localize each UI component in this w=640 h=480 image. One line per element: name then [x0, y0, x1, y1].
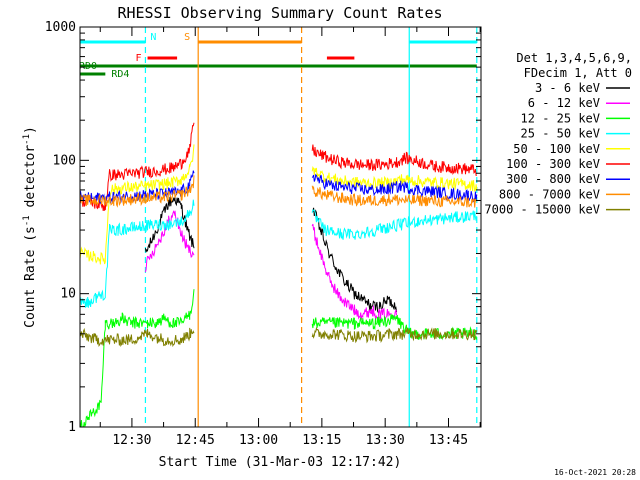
y-tick-label: 1000	[45, 20, 76, 35]
legend-label-300-800-kev: 300 - 800 keV	[506, 172, 600, 186]
legend-label-7000-15000-kev: 7000 - 15000 keV	[484, 203, 600, 217]
legend-label-50-100-kev: 50 - 100 keV	[513, 142, 600, 156]
chart-title: RHESSI Observing Summary Count Rates	[117, 4, 442, 22]
axes: 1 10 100 1000 12:30 12:45 13:00 13:15 13:30 13:45	[45, 20, 481, 448]
legend-header-line: FDecim 1, Att 0	[524, 66, 632, 80]
series-line-100-300-kev	[79, 122, 477, 212]
legend-label-800-7000-kev: 800 - 7000 keV	[499, 187, 600, 201]
state-bars: N S F RD0 RD4	[79, 32, 477, 80]
y-axis-label-tail: )	[23, 126, 38, 134]
legend-label-100-300-kev: 100 - 300 keV	[506, 157, 600, 171]
series-line-12-25-kev	[80, 289, 478, 428]
series-line-25-50-kev	[79, 199, 478, 308]
y-tick-label: 10	[60, 287, 76, 302]
x-tick-label: 13:45	[429, 433, 468, 448]
state-bar-label-n: N	[150, 32, 156, 43]
x-axis-label: Start Time (31-Mar-03 12:17:42)	[159, 455, 402, 470]
plot-series	[79, 122, 478, 428]
plot-frame	[79, 26, 482, 428]
x-tick-label: 13:30	[366, 433, 405, 448]
legend-label-3-6-kev: 3 - 6 keV	[535, 81, 600, 95]
y-axis-label: Count Rate (s-1 detector-1)	[22, 126, 38, 328]
legend-label-12-25-kev: 12 - 25 keV	[521, 111, 600, 125]
series-line-3-6-kev	[144, 196, 398, 314]
legend: Det 1,3,4,5,6,9,FDecim 1, Att 03 - 6 keV…	[484, 51, 632, 217]
generation-timestamp: 16-Oct-2021 20:28	[554, 468, 636, 477]
state-bar-label-f: F	[136, 53, 142, 64]
y-tick-label: 1	[68, 420, 76, 435]
y-axis-label-main: Count Rate (s	[23, 226, 38, 328]
y-axis-label-middle: detector	[23, 145, 38, 216]
x-tick-label: 13:00	[239, 433, 278, 448]
series-line-800-7000-kev	[79, 175, 477, 208]
x-tick-label: 13:15	[302, 433, 341, 448]
y-axis-label-exponent: -1	[22, 215, 32, 226]
y-axis-label-exponent-2: -1	[22, 134, 32, 145]
legend-label-6-12-kev: 6 - 12 keV	[528, 96, 600, 110]
state-bar-label-rd0: RD0	[79, 61, 97, 72]
series-line-7000-15000-kev	[79, 326, 478, 348]
legend-label-25-50-kev: 25 - 50 keV	[521, 127, 600, 141]
x-tick-label: 12:45	[176, 433, 215, 448]
state-bar-label-rd4: RD4	[111, 69, 129, 80]
state-bar-label-s: S	[184, 32, 190, 43]
x-tick-label: 12:30	[112, 433, 151, 448]
y-tick-label: 100	[53, 153, 76, 168]
legend-header-line: Det 1,3,4,5,6,9,	[516, 51, 632, 65]
